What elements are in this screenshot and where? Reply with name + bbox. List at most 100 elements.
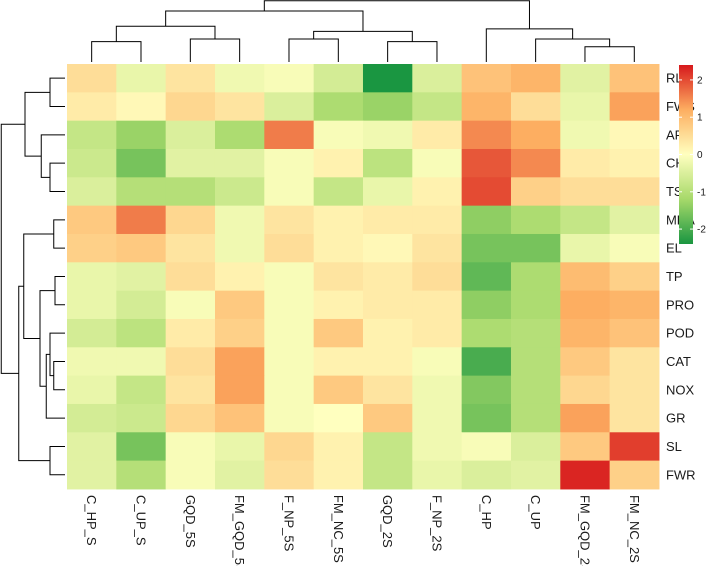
column-label-F_NP_2S: F_NP_2S <box>429 495 444 552</box>
heatmap-cell-TP-C_UP <box>510 262 561 292</box>
row-dendrogram-branch <box>53 219 65 249</box>
heatmap-cell-POD-GQD_5S <box>165 318 216 348</box>
heatmap-cell-CAT-C_HP <box>461 347 512 377</box>
heatmap-cell-SL-FM_NC_5S <box>313 432 364 462</box>
heatmap-cell-CHL-C_HP_S <box>67 148 117 178</box>
heatmap-cell-PRO-C_HP <box>461 290 512 320</box>
heatmap-cell-CHL-FM_GQD_2S <box>560 148 611 178</box>
heatmap-cell-FWR-FM_NC_2S <box>609 460 660 490</box>
heatmap-cell-MDA-C_HP_S <box>67 205 117 235</box>
heatmap-cell-TSS-C_HP <box>461 177 512 207</box>
row-label-SL: SL <box>666 439 682 454</box>
heatmap-cell-POD-C_UP <box>510 318 561 348</box>
heatmap-cell-MDA-C_HP <box>461 205 512 235</box>
heatmap-cell-TP-FM_GQD_2S <box>560 262 611 292</box>
heatmap-cell-PRO-C_HP_S <box>67 290 117 320</box>
heatmap-cell-CAT-FM_GQD_5S <box>214 347 265 377</box>
heatmap-cell-CAT-FM_NC_5S <box>313 347 364 377</box>
heatmap-cell-GR-GQD_5S <box>165 403 216 433</box>
heatmap-cell-AR-C_UP_S <box>116 120 167 150</box>
heatmap-cell-FWR-F_NP_2S <box>412 460 463 490</box>
column-dendrogram-branch <box>387 41 438 62</box>
heatmap-cell-POD-F_NP_2S <box>412 318 463 348</box>
column-dendrogram <box>91 0 635 62</box>
heatmap-cell-POD-FM_GQD_2S <box>560 318 611 348</box>
heatmap-cell-GR-GQD_2S <box>362 403 413 433</box>
heatmap-cell-RL-FM_GQD_5S <box>214 64 265 93</box>
heatmap-cell-FWS-F_NP_2S <box>412 92 463 122</box>
column-dendrogram-branch <box>263 0 530 29</box>
heatmap-cell-TSS-C_UP_S <box>116 177 167 207</box>
heatmap-cell-AR-F_NP_5S <box>264 120 315 150</box>
column-dendrogram-branch <box>91 41 142 62</box>
heatmap-cell-PRO-FM_GQD_5S <box>214 290 265 320</box>
heatmap-cell-CAT-F_NP_5S <box>264 347 315 377</box>
heatmap-cell-EL-GQD_5S <box>165 233 216 263</box>
heatmap-cell-PRO-C_UP_S <box>116 290 167 320</box>
column-label-C_UP_S: C_UP_S <box>134 495 149 546</box>
heatmap-cell-SL-C_UP <box>510 432 561 462</box>
heatmap-cell-AR-FM_NC_2S <box>609 120 660 150</box>
heatmap-cell-PRO-F_NP_5S <box>264 290 315 320</box>
heatmap-cell-SL-GQD_2S <box>362 432 413 462</box>
legend-tick-label: -1 <box>697 187 706 198</box>
heatmap-cell-CHL-C_UP <box>510 148 561 178</box>
heatmap-cell-AR-GQD_5S <box>165 120 216 150</box>
heatmap-cell-MDA-FM_GQD_5S <box>214 205 265 235</box>
heatmap-cell-CHL-GQD_5S <box>165 148 216 178</box>
row-label-PRO: PRO <box>666 297 694 312</box>
heatmap-cell-PRO-C_UP <box>510 290 561 320</box>
column-label-C_UP: C_UP <box>528 495 543 530</box>
heatmap-cell-NOX-F_NP_5S <box>264 375 315 405</box>
row-dendrogram-branch <box>24 91 50 157</box>
row-dendrogram-branch <box>49 445 65 476</box>
heatmap-cell-FWR-C_UP_S <box>116 460 167 490</box>
heatmap-cell-POD-FM_NC_2S <box>609 318 660 348</box>
heatmap-cell-FWS-C_UP_S <box>116 92 167 122</box>
row-dendrogram-branch <box>54 275 65 306</box>
heatmap-cell-POD-FM_GQD_5S <box>214 318 265 348</box>
column-labels: C_HP_S C_UP_S GQD_5S FM_GQD_5S F_NP_5S FM_NC_… <box>84 495 642 566</box>
heatmap-cell-TSS-C_HP_S <box>67 177 117 207</box>
heatmap-cell-TSS-F_NP_2S <box>412 177 463 207</box>
column-label-GQD_5S: GQD_5S <box>183 495 198 548</box>
heatmap-cell-RL-C_HP_S <box>67 64 117 93</box>
heatmap-cell-RL-F_NP_2S <box>412 64 463 93</box>
heatmap-cell-CAT-FM_NC_2S <box>609 347 660 377</box>
row-label-EL: EL <box>666 241 682 256</box>
heatmap-cell-TSS-FM_GQD_2S <box>560 177 611 207</box>
heatmap-cell-TSS-C_UP <box>510 177 561 207</box>
heatmap-cell-FWS-FM_NC_2S <box>609 92 660 122</box>
column-dendrogram-branch <box>189 38 241 62</box>
heatmap-cell-TP-GQD_5S <box>165 262 216 292</box>
column-label-C_HP: C_HP <box>479 495 494 530</box>
heatmap-cell-FWR-F_NP_5S <box>264 460 315 490</box>
heatmap-cell-CHL-C_UP_S <box>116 148 167 178</box>
heatmap-cell-GR-C_UP <box>510 403 561 433</box>
row-label-FWR: FWR <box>666 467 696 482</box>
heatmap-cell-AR-GQD_2S <box>362 120 413 150</box>
heatmap-cell-AR-F_NP_2S <box>412 120 463 150</box>
heatmap-cell-FWR-GQD_5S <box>165 460 216 490</box>
heatmap-cell-TP-C_UP_S <box>116 262 167 292</box>
heatmap-cell-TP-F_NP_2S <box>412 262 463 292</box>
heatmap-cell-CAT-C_HP_S <box>67 347 117 377</box>
heatmap-cell-GR-FM_GQD_2S <box>560 403 611 433</box>
heatmap-cell-EL-F_NP_2S <box>412 233 463 263</box>
heatmap-cell-CAT-GQD_2S <box>362 347 413 377</box>
heatmap-cell-NOX-FM_NC_2S <box>609 375 660 405</box>
heatmap-cell-RL-F_NP_5S <box>264 64 315 93</box>
heatmap-cell-CAT-GQD_5S <box>165 347 216 377</box>
heatmap-cell-POD-C_HP_S <box>67 318 117 348</box>
heatmap-cell-FWS-GQD_2S <box>362 92 413 122</box>
row-dendrogram-branch <box>53 360 65 391</box>
heatmap-cell-MDA-GQD_5S <box>165 205 216 235</box>
heatmap-cell-POD-GQD_2S <box>362 318 413 348</box>
heatmap-cell-SL-C_UP_S <box>116 432 167 462</box>
color-legend: 2 1 0 -1 -2 <box>679 65 706 244</box>
heatmap-cell-TSS-FM_NC_5S <box>313 177 364 207</box>
heatmap-cell-AR-FM_GQD_2S <box>560 120 611 150</box>
heatmap-cell-FWR-FM_NC_5S <box>313 460 364 490</box>
column-label-GQD_2S: GQD_2S <box>380 495 395 548</box>
legend-tick-label: 2 <box>697 75 703 86</box>
